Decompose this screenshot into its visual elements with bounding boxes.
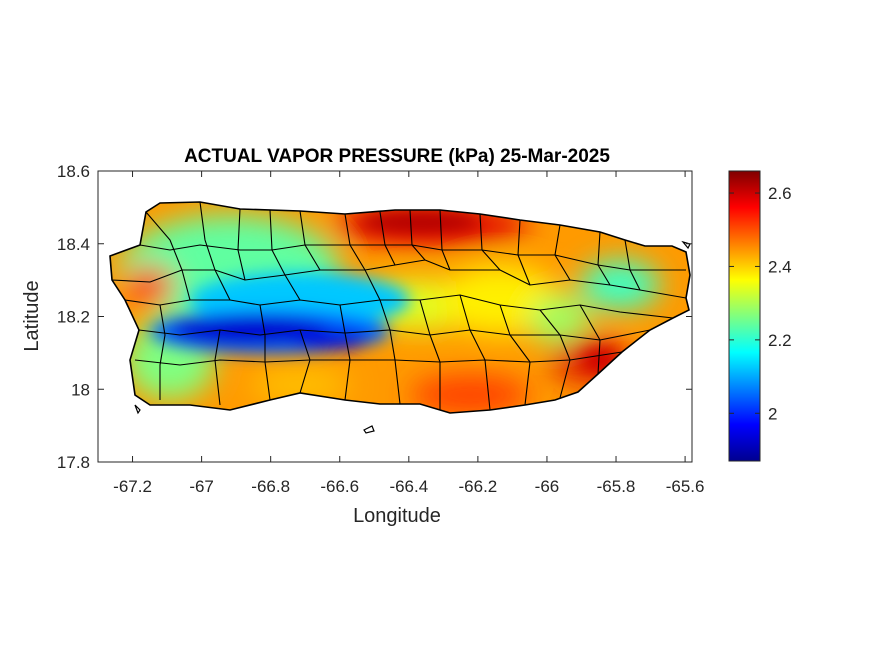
y-tick-label: 18.4 bbox=[57, 235, 90, 254]
x-tick-label: -66.2 bbox=[459, 477, 498, 496]
map-title: ACTUAL VAPOR PRESSURE (kPa) 25-Mar-2025 bbox=[184, 146, 610, 167]
colorbar-tick-label: 2.2 bbox=[768, 331, 792, 350]
y-tick-label: 18.6 bbox=[57, 162, 90, 181]
y-tick-label: 18.2 bbox=[57, 308, 90, 327]
x-tick-label: -67 bbox=[189, 477, 214, 496]
offshore-islets bbox=[134, 240, 691, 434]
x-tick-label: -66.8 bbox=[251, 477, 290, 496]
x-tick-label: -67.2 bbox=[113, 477, 152, 496]
x-tick-label: -65.6 bbox=[666, 477, 705, 496]
colorbar bbox=[728, 170, 761, 462]
municipality-boundaries bbox=[111, 201, 687, 411]
colorbar-tick-label: 2.6 bbox=[768, 184, 792, 203]
y-tick-label: 17.8 bbox=[57, 453, 90, 472]
colorbar-ticks: 2 2.2 2.4 2.6 bbox=[729, 184, 792, 423]
y-axis-ticks: 17.8 18 18.2 18.4 18.6 bbox=[57, 162, 692, 472]
x-tick-label: -66 bbox=[535, 477, 560, 496]
x-axis-label: Longitude bbox=[353, 505, 441, 527]
colorbar-tick-label: 2.4 bbox=[768, 257, 792, 276]
y-tick-label: 18 bbox=[71, 380, 90, 399]
colorbar-tick-label: 2 bbox=[768, 404, 777, 423]
x-tick-label: -65.8 bbox=[597, 477, 636, 496]
x-tick-label: -66.4 bbox=[389, 477, 428, 496]
x-axis-ticks: -67.2 -67 -66.8 -66.6 -66.4 -66.2 -66 -65.8 -65.… bbox=[113, 171, 704, 496]
x-tick-label: -66.6 bbox=[320, 477, 359, 496]
y-axis-label: Latitude bbox=[21, 280, 43, 351]
